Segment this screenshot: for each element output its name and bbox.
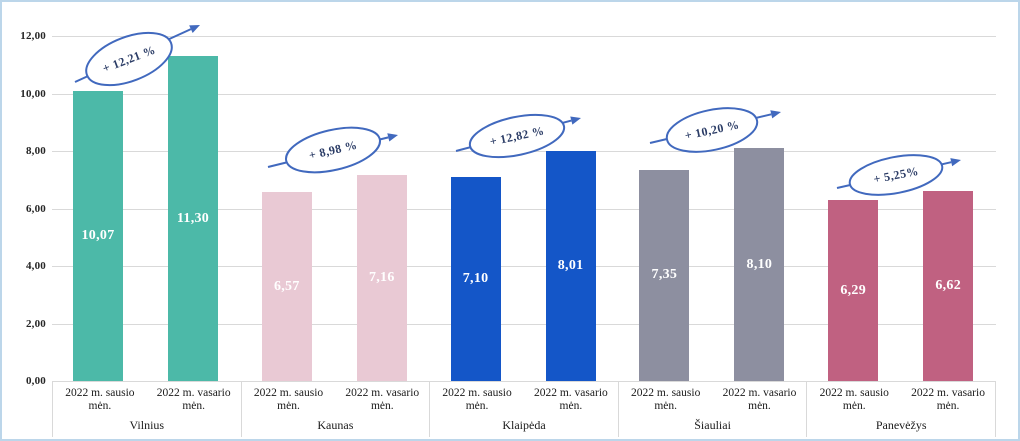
- bar: 11,30: [168, 56, 218, 381]
- bar-value-label: 7,16: [368, 270, 395, 286]
- annotation-label: + 8,98 %: [308, 138, 359, 163]
- x-axis: 2022 m. sausio mėn. 2022 m. vasario mėn. V…: [52, 381, 996, 437]
- bar-value-label: 10,07: [81, 228, 115, 244]
- gridline: [52, 208, 996, 210]
- growth-annotation: + 8,98 %: [267, 126, 398, 174]
- annotation-arrow-line: [649, 113, 772, 144]
- bar: 7,35: [639, 169, 690, 381]
- gridline: [52, 266, 996, 267]
- annotation-label: + 12,82 %: [488, 123, 545, 148]
- bar: 8,10: [734, 148, 785, 381]
- bar: 7,10: [450, 176, 501, 381]
- month-label: 2022 m. vasario mėn.: [345, 387, 420, 413]
- month-labels-row: 2022 m. sausio mėn. 2022 m. vasario mėn.: [619, 382, 807, 418]
- bar-value-label: 11,30: [176, 210, 210, 226]
- bar: 10,07: [73, 91, 123, 381]
- x-axis-group: 2022 m. sausio mėn. 2022 m. vasario mėn. K…: [242, 382, 431, 437]
- month-labels-row: 2022 m. sausio mėn. 2022 m. vasario mėn.: [53, 382, 241, 418]
- y-axis-tick-label: 2,00: [25, 317, 46, 330]
- month-labels-row: 2022 m. sausio mėn. 2022 m. vasario mėn.: [242, 382, 430, 418]
- y-axis-tick-label: 4,00: [25, 260, 46, 272]
- annotation-arrowhead: [950, 158, 961, 167]
- x-axis-group: 2022 m. sausio mėn. 2022 m. vasario mėn. Š…: [619, 382, 808, 437]
- bar-value-label: 8,01: [557, 257, 584, 273]
- gridline: [52, 93, 996, 95]
- gridline: [52, 323, 996, 325]
- month-label: 2022 m. sausio mėn.: [631, 387, 701, 413]
- annotation-label: + 10,20 %: [683, 117, 740, 142]
- bar-value-label: 6,57: [273, 278, 300, 294]
- month-labels-row: 2022 m. sausio mėn. 2022 m. vasario mėn.: [807, 382, 995, 418]
- month-label: 2022 m. vasario mėn.: [156, 387, 231, 413]
- bar: 8,01: [545, 150, 596, 381]
- bar: 6,62: [923, 190, 974, 381]
- y-axis-tick-label: 10,00: [20, 87, 46, 100]
- y-axis-tick-label: 0,00: [25, 375, 46, 387]
- x-axis-group: 2022 m. sausio mėn. 2022 m. vasario mėn. K…: [430, 382, 619, 437]
- bar-value-label: 7,10: [462, 270, 489, 286]
- bar: 6,57: [261, 192, 312, 381]
- month-label: 2022 m. vasario mėn.: [911, 387, 985, 413]
- bar-value-label: 7,35: [651, 267, 678, 283]
- city-label: Panevėžys: [875, 418, 927, 432]
- annotation-ellipse: [85, 31, 173, 87]
- y-axis-tick-label: 6,00: [25, 202, 46, 215]
- bar-value-label: 6,29: [840, 282, 867, 298]
- month-label: 2022 m. vasario mėn.: [722, 387, 797, 413]
- annotation-ellipse: [285, 126, 381, 174]
- month-label: 2022 m. sausio mėn.: [442, 387, 512, 413]
- city-label: Šiauliai: [694, 418, 731, 432]
- month-label: 2022 m. vasario mėn.: [533, 387, 608, 413]
- x-axis-group: 2022 m. sausio mėn. 2022 m. vasario mėn. P…: [807, 382, 996, 437]
- city-label: Kaunas: [317, 418, 354, 432]
- city-label: Klaipėda: [502, 418, 546, 432]
- bar: 6,29: [828, 200, 879, 381]
- bar-value-label: 8,10: [746, 256, 773, 272]
- annotation-arrowhead: [189, 25, 200, 33]
- month-label: 2022 m. sausio mėn.: [819, 387, 889, 413]
- gridline: [52, 36, 996, 37]
- y-axis-tick-label: 12,00: [20, 30, 46, 42]
- annotation-arrow-line: [836, 161, 952, 189]
- x-axis-group: 2022 m. sausio mėn. 2022 m. vasario mėn. V…: [52, 382, 242, 437]
- month-label: 2022 m. sausio mėn.: [65, 387, 135, 413]
- bar: 7,16: [356, 175, 407, 381]
- annotation-arrowhead: [770, 110, 781, 119]
- annotation-arrowhead: [570, 116, 581, 125]
- y-axis-tick-label: 8,00: [25, 145, 46, 157]
- annotation-arrowhead: [387, 133, 398, 142]
- month-label: 2022 m. sausio mėn.: [253, 387, 324, 413]
- month-labels-row: 2022 m. sausio mėn. 2022 m. vasario mėn.: [430, 382, 618, 418]
- bar-value-label: 6,62: [935, 277, 962, 293]
- city-label: Vilnius: [129, 418, 165, 432]
- annotation-arrow-line: [267, 136, 389, 168]
- annotation-label: + 12,21 %: [101, 43, 158, 76]
- annotation-label: + 5,25%: [872, 164, 919, 186]
- annotation-arrow-line: [455, 119, 572, 152]
